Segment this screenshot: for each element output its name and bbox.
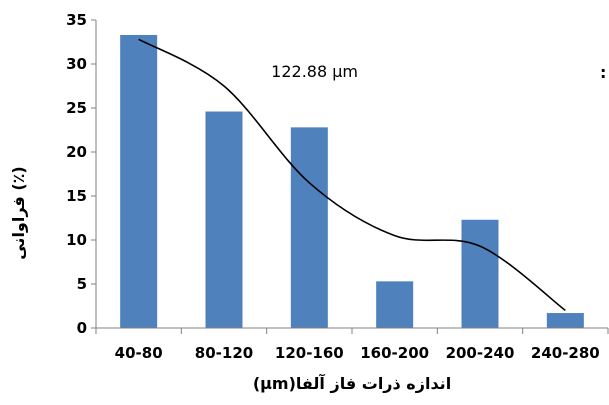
annotation-value: 122.88 µm <box>271 62 358 81</box>
bars-group <box>120 34 584 329</box>
y-tick-label: 15 <box>66 187 87 205</box>
y-tick-label: 5 <box>77 275 87 293</box>
y-tick-label: 30 <box>66 55 87 73</box>
x-ticks-group: 40-80 80-120 120-160 160-200 200-240 240-280 <box>95 328 609 362</box>
annotation-label: میانگین اندازه ذرات : <box>600 63 609 82</box>
y-tick-label: 35 <box>66 11 87 29</box>
x-tick-label: 120-160 <box>275 344 344 362</box>
y-ticks-group: 0 5 10 15 20 25 30 35 <box>66 11 96 337</box>
x-tick-label: 240-280 <box>531 344 600 362</box>
bar-200-240 <box>461 219 499 328</box>
bar-80-120 <box>205 111 243 329</box>
x-tick-label: 200-240 <box>446 344 515 362</box>
y-tick-label: 0 <box>77 319 87 337</box>
bar-40-80 <box>120 34 158 329</box>
y-tick-label: 25 <box>66 99 87 117</box>
bar-120-160 <box>290 127 328 328</box>
x-tick-label: 80-120 <box>195 344 253 362</box>
y-tick-label: 10 <box>66 231 87 249</box>
bar-160-200 <box>376 281 414 328</box>
bar-240-280 <box>546 313 584 328</box>
x-tick-label: 40-80 <box>115 344 163 362</box>
x-tick-label: 160-200 <box>360 344 429 362</box>
trendline <box>138 38 566 312</box>
y-axis-title: فراوانی (٪) <box>9 166 28 260</box>
y-tick-label: 20 <box>66 143 87 161</box>
x-axis-title: (µm)اندازه ذرات فاز آلفا <box>253 373 451 393</box>
